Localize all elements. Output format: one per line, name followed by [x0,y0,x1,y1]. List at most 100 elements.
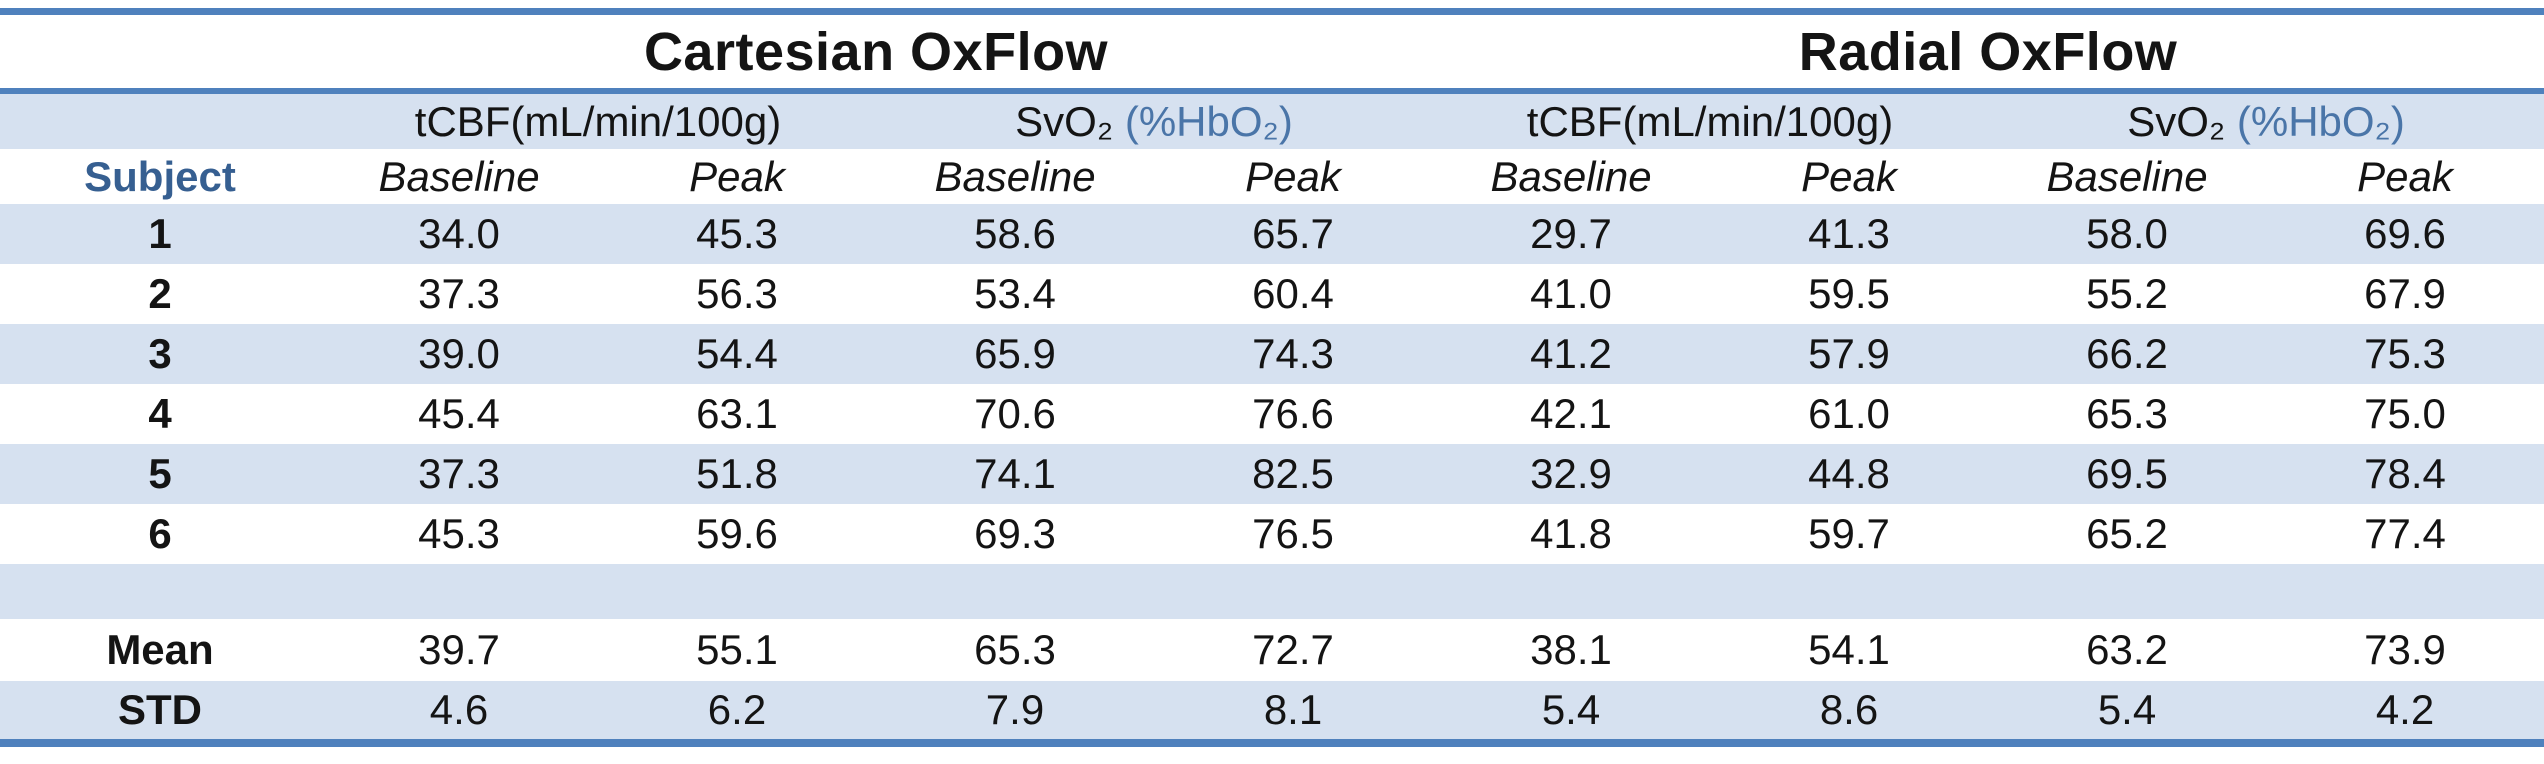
data-cell: 75.0 [2364,390,2446,437]
header-radial-tcbf: tCBF(mL/min/100g) [1432,91,1989,149]
data-cell: 69.3 [974,510,1056,557]
col-header-cartesian-svo2-baseline: Baseline [934,152,1096,200]
subject-row-4: 4 45.4 63.1 70.6 76.6 42.1 61.0 65.3 75.… [0,384,2544,444]
data-cell: 82.5 [1154,444,1433,504]
data-cell: 56.3 [696,270,778,317]
data-cell: 59.6 [696,510,778,557]
data-cell: 5.4 [1432,681,1711,739]
data-cell: 42.1 [1530,390,1612,437]
subject-row-3: 3 39.0 54.4 65.9 74.3 41.2 57.9 66.2 75.… [0,324,2544,384]
data-cell: 69.5 [1988,444,2267,504]
data-cell: 65.2 [2086,510,2168,557]
data-cell: 45.3 [418,510,500,557]
section-title-row: Cartesian OxFlow Radial OxFlow [0,15,2544,94]
data-cell: 8.1 [1154,681,1433,739]
subject-column-header: Subject [84,152,236,200]
col-header-radial-svo2-baseline: Baseline [2046,152,2208,200]
col-header-radial-tcbf-baseline: Baseline [1490,152,1652,200]
row-label: 1 [0,204,320,264]
col-header-radial-tcbf-peak: Peak [1801,152,1897,200]
data-cell: 37.3 [418,270,500,317]
blank-row-cell [0,564,2544,619]
header-radial-svo2: SvO₂ (%HbO₂) [1988,91,2544,149]
data-cell: 63.1 [696,390,778,437]
data-cell: 70.6 [974,390,1056,437]
data-cell: 55.2 [2086,270,2168,317]
data-cell: 65.3 [974,626,1056,673]
data-cell: 59.5 [1808,270,1890,317]
oxflow-comparison-table: Cartesian OxFlow Radial OxFlow tCBF(mL/m… [0,15,2544,739]
data-cell: 41.0 [1530,270,1612,317]
data-cell: 67.9 [2364,270,2446,317]
data-cell: 44.8 [1710,444,1989,504]
row-label: 6 [148,510,172,557]
data-cell: 76.6 [1252,390,1334,437]
data-cell: 55.1 [696,626,778,673]
top-divider-line [0,8,2544,15]
data-cell: 6.2 [598,681,876,739]
measure-header-row: tCBF(mL/min/100g) SvO₂ (%HbO₂) tCBF(mL/m… [0,91,2544,149]
data-cell: 37.3 [320,444,598,504]
data-cell: 61.0 [1808,390,1890,437]
data-cell: 58.6 [876,204,1154,264]
measure-row-spacer [0,91,320,149]
data-cell: 74.3 [1154,324,1433,384]
section-title-cartesian: Cartesian OxFlow [320,15,1433,94]
data-cell: 77.4 [2364,510,2446,557]
header-cartesian-tcbf: tCBF(mL/min/100g) [320,91,876,149]
column-header-row: Subject Baseline Peak Baseline Peak Base… [0,149,2544,204]
data-cell: 78.4 [2266,444,2544,504]
data-cell: 54.1 [1808,626,1890,673]
subject-row-6: 6 45.3 59.6 69.3 76.5 41.8 59.7 65.2 77.… [0,504,2544,564]
svo2-label: SvO₂ [1015,97,1114,145]
spacer-row [0,564,2544,619]
row-label: 2 [148,270,172,317]
data-cell: 34.0 [320,204,598,264]
data-cell: 76.5 [1252,510,1334,557]
data-cell: 5.4 [1988,681,2267,739]
data-cell: 45.4 [418,390,500,437]
data-cell: 7.9 [876,681,1154,739]
data-cell: 65.9 [876,324,1154,384]
data-cell: 65.3 [2086,390,2168,437]
header-cartesian-svo2: SvO₂ (%HbO₂) [876,91,1433,149]
data-cell: 72.7 [1252,626,1334,673]
data-cell: 38.1 [1530,626,1612,673]
svo2-unit-label: (%HbO₂) [1124,97,1293,145]
data-cell: 4.6 [320,681,598,739]
data-cell: 39.7 [418,626,500,673]
subject-row-5: 5 37.3 51.8 74.1 82.5 32.9 44.8 69.5 78.… [0,444,2544,504]
col-header-cartesian-svo2-peak: Peak [1245,152,1341,200]
data-cell: 4.2 [2266,681,2544,739]
data-cell: 32.9 [1432,444,1711,504]
subject-row-2: 2 37.3 56.3 53.4 60.4 41.0 59.5 55.2 67.… [0,264,2544,324]
data-cell: 53.4 [974,270,1056,317]
col-header-radial-svo2-peak: Peak [2357,152,2453,200]
data-cell: 59.7 [1808,510,1890,557]
svo2-label: SvO₂ [2127,97,2226,145]
data-cell: 69.6 [2266,204,2544,264]
data-cell: 63.2 [2086,626,2168,673]
row-label: Mean [106,626,214,673]
data-cell: 41.3 [1710,204,1989,264]
data-cell: 45.3 [598,204,876,264]
data-cell: 66.2 [1988,324,2267,384]
data-cell: 58.0 [1988,204,2267,264]
title-row-spacer [0,15,320,94]
data-cell: 75.3 [2266,324,2544,384]
data-cell: 41.2 [1432,324,1711,384]
data-cell: 51.8 [598,444,876,504]
row-label: 3 [0,324,320,384]
row-label: 5 [0,444,320,504]
std-row: STD 4.6 6.2 7.9 8.1 5.4 8.6 5.4 4.2 [0,681,2544,739]
data-cell: 54.4 [598,324,876,384]
col-header-cartesian-tcbf-peak: Peak [689,152,785,200]
data-cell: 41.8 [1530,510,1612,557]
data-cell: 29.7 [1432,204,1711,264]
section-title-radial: Radial OxFlow [1432,15,2544,94]
mean-row: Mean 39.7 55.1 65.3 72.7 38.1 54.1 63.2 … [0,619,2544,681]
subject-row-1: 1 34.0 45.3 58.6 65.7 29.7 41.3 58.0 69.… [0,204,2544,264]
row-label: 4 [148,390,172,437]
data-cell: 73.9 [2364,626,2446,673]
